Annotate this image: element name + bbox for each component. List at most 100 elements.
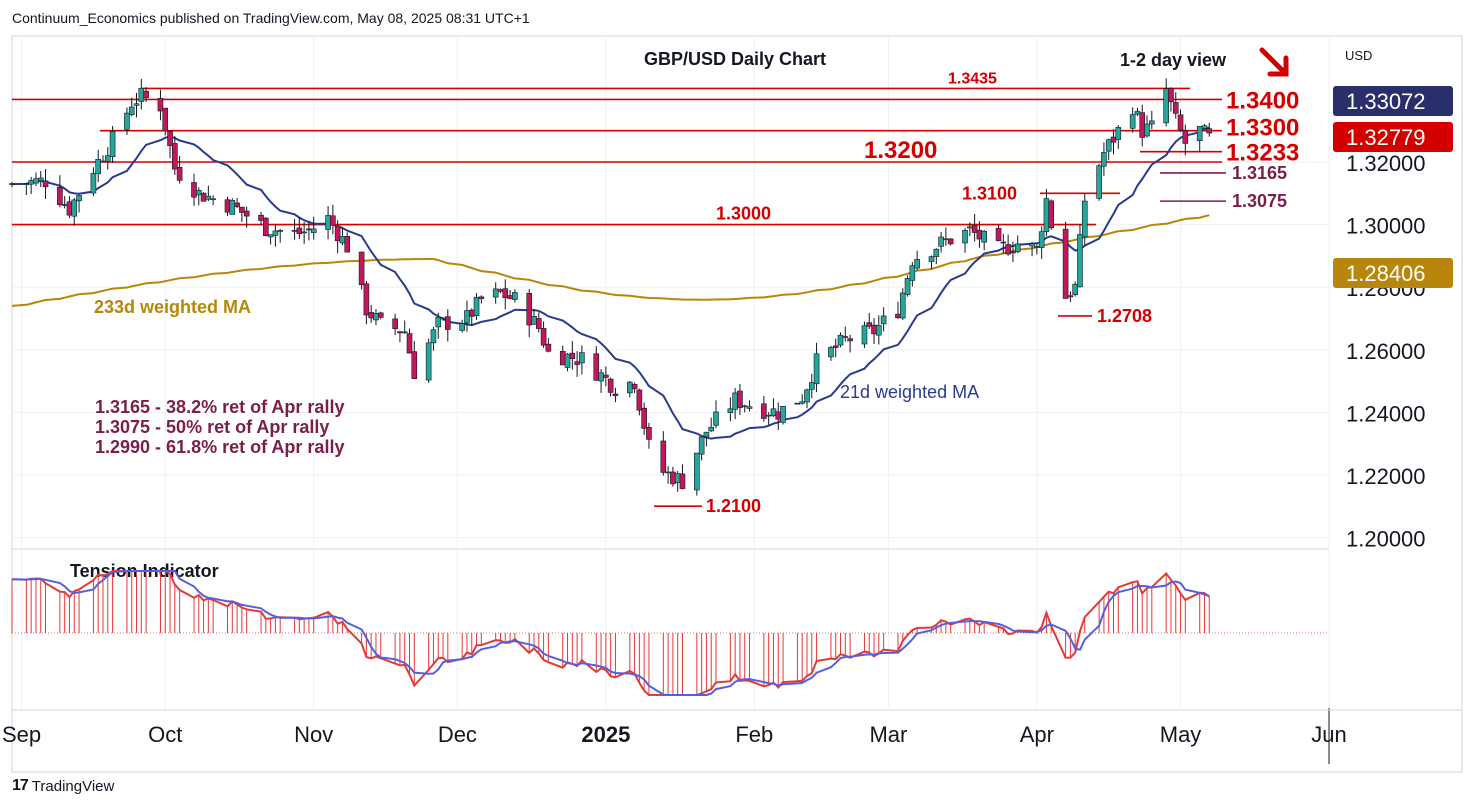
candle-body bbox=[535, 318, 542, 329]
x-tick-label: Feb bbox=[735, 722, 773, 747]
candle-body bbox=[176, 166, 183, 181]
candle-body bbox=[37, 177, 44, 182]
candle-body bbox=[76, 195, 82, 202]
candle-body bbox=[603, 374, 609, 378]
candle-body bbox=[397, 331, 403, 334]
candle-body bbox=[1014, 243, 1021, 253]
candle-body bbox=[770, 408, 777, 417]
candle-body bbox=[143, 90, 149, 98]
candle-body bbox=[263, 217, 269, 236]
candle-body bbox=[445, 316, 451, 330]
candle-body bbox=[545, 343, 552, 352]
candle-body bbox=[459, 323, 465, 331]
candle-body bbox=[612, 393, 619, 396]
candle-body bbox=[200, 192, 207, 202]
candle-body bbox=[871, 324, 877, 335]
candle-body bbox=[373, 313, 379, 321]
candle-body bbox=[1048, 200, 1055, 228]
candle-body bbox=[291, 230, 298, 232]
candle-body bbox=[440, 317, 446, 320]
candle-body bbox=[42, 180, 49, 188]
candle-body bbox=[598, 372, 604, 382]
candle-body bbox=[962, 230, 968, 244]
candle-body bbox=[694, 452, 700, 491]
candle-body bbox=[641, 407, 647, 429]
candle-body bbox=[243, 210, 250, 217]
candle-body bbox=[104, 155, 111, 162]
candle-body bbox=[861, 325, 868, 345]
candle-body bbox=[1067, 295, 1074, 298]
candle-body bbox=[310, 228, 317, 233]
candle-body bbox=[296, 227, 303, 235]
candle-body bbox=[574, 361, 580, 365]
candle-body bbox=[435, 317, 442, 328]
candle-body bbox=[1077, 234, 1083, 288]
candle-body bbox=[1149, 120, 1155, 125]
candle-body bbox=[794, 402, 801, 405]
candle-body bbox=[1172, 102, 1179, 114]
candle-body bbox=[507, 295, 513, 299]
candle-body bbox=[832, 345, 839, 348]
candle-body bbox=[679, 473, 686, 489]
candle-body bbox=[727, 408, 734, 413]
candle-body bbox=[224, 199, 231, 213]
candle-body bbox=[28, 180, 34, 185]
candle-body bbox=[828, 347, 834, 358]
candle-body bbox=[9, 183, 15, 185]
candle-body bbox=[1182, 130, 1189, 144]
candle-body bbox=[71, 199, 78, 217]
candle-body bbox=[646, 426, 652, 440]
candle-body bbox=[1010, 251, 1016, 254]
short-level-label: 1.3075 bbox=[1232, 191, 1287, 211]
candle-body bbox=[172, 143, 178, 170]
candle-body bbox=[239, 206, 245, 213]
candle-body bbox=[837, 334, 844, 346]
candle-body bbox=[579, 352, 585, 364]
candle-body bbox=[967, 226, 973, 229]
level-label: 1.3300 bbox=[1226, 115, 1299, 142]
tension-signal-line bbox=[11, 570, 1210, 696]
candle-body bbox=[626, 381, 633, 394]
chart-frame bbox=[11, 35, 1463, 773]
candle-body bbox=[258, 214, 264, 221]
level-label: 1.3435 bbox=[948, 70, 997, 87]
chart-title: GBP/USD Daily Chart bbox=[644, 49, 826, 69]
candle-body bbox=[804, 389, 810, 403]
candle-body bbox=[564, 353, 571, 368]
candle-body bbox=[732, 392, 738, 410]
candle-body bbox=[1000, 241, 1007, 244]
candle-body bbox=[909, 265, 916, 281]
candle-body bbox=[569, 352, 576, 359]
tension-line bbox=[11, 570, 1210, 696]
candle-body bbox=[995, 227, 1002, 241]
x-tick-label: Nov bbox=[294, 722, 333, 747]
candle-body bbox=[981, 230, 987, 243]
x-tick-label: Dec bbox=[438, 722, 477, 747]
level-label: 1.3400 bbox=[1226, 87, 1299, 114]
candle-body bbox=[938, 236, 944, 247]
candle-body bbox=[1134, 111, 1141, 115]
candle-body bbox=[191, 182, 197, 198]
candle-body bbox=[430, 329, 437, 344]
candle-body bbox=[392, 318, 398, 330]
candle-body bbox=[1144, 123, 1150, 137]
level-label: 1.3000 bbox=[716, 204, 771, 224]
candle-body bbox=[780, 406, 786, 423]
candle-body bbox=[976, 229, 983, 240]
candle-body bbox=[100, 160, 106, 163]
ma21-label: 21d weighted MA bbox=[840, 382, 979, 402]
y-tick-label: 1.30000 bbox=[1346, 214, 1426, 239]
candle-body bbox=[234, 202, 240, 207]
candle-body bbox=[842, 336, 849, 338]
candle-body bbox=[33, 178, 39, 184]
footer-brand[interactable]: 17 TradingView bbox=[12, 777, 114, 795]
candle-body bbox=[1005, 244, 1011, 255]
level-label: 1.3200 bbox=[864, 137, 937, 164]
candle-body bbox=[775, 411, 782, 420]
candle-body bbox=[866, 322, 873, 327]
candle-body bbox=[205, 195, 212, 200]
candle-body bbox=[162, 107, 169, 132]
x-tick-label: Jun bbox=[1311, 722, 1346, 747]
candle-body bbox=[899, 292, 906, 319]
